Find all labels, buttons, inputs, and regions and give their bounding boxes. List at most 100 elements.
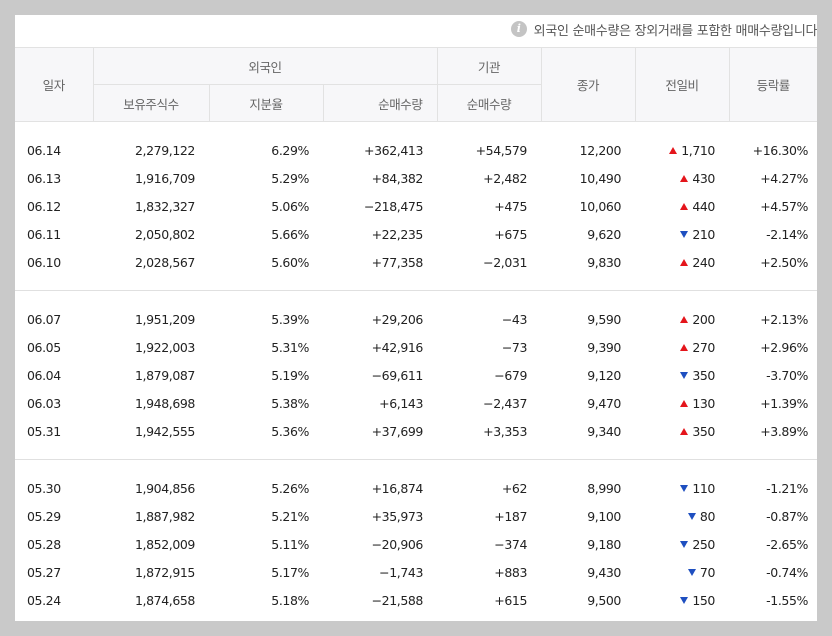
cell-date: 05.24: [27, 592, 61, 608]
cell-rate: -2.14%: [766, 226, 808, 242]
cell-inst-net: −2,031: [483, 254, 527, 270]
cell-close: 9,500: [587, 592, 621, 608]
table-row: 06.05 1,922,003 5.31% +42,916 −73 9,390 270 +2.…: [15, 333, 817, 361]
cell-close: 9,430: [587, 564, 621, 580]
cell-close: 8,990: [587, 480, 621, 496]
cell-close: 9,340: [587, 423, 621, 439]
table-row: 06.12 1,832,327 5.06% −218,475 +475 10,060 440…: [15, 192, 817, 220]
cell-foreign-net: +362,413: [364, 142, 423, 158]
cell-close: 9,830: [587, 254, 621, 270]
cell-ratio: 5.17%: [271, 564, 309, 580]
header-change: 전일비: [634, 47, 729, 122]
cell-foreign-net: −1,743: [379, 564, 423, 580]
cell-close: 12,200: [579, 142, 622, 158]
change-value: 110: [692, 480, 715, 496]
cell-foreign-net: −218,475: [364, 198, 423, 214]
cell-date: 06.04: [27, 367, 61, 383]
cell-close: 9,470: [587, 395, 621, 411]
header-close: 종가: [540, 47, 635, 122]
triangle-down-icon: [680, 230, 689, 238]
cell-rate: -3.70%: [766, 367, 808, 383]
header-foreign: 외국인: [92, 47, 437, 85]
cell-holdings: 1,872,915: [134, 564, 195, 580]
cell-ratio: 5.29%: [271, 170, 309, 186]
table-row: 05.31 1,942,555 5.36% +37,699 +3,353 9,340 350…: [15, 417, 817, 445]
triangle-up-icon: [680, 202, 689, 210]
cell-inst-net: −43: [501, 311, 528, 327]
info-icon: i: [510, 21, 527, 37]
cell-date: 05.28: [27, 536, 61, 552]
cell-holdings: 1,904,856: [134, 480, 195, 496]
cell-change: 70: [635, 558, 729, 586]
cell-close: 9,120: [587, 367, 621, 383]
cell-close: 9,590: [587, 311, 621, 327]
cell-rate: +16.30%: [752, 142, 809, 158]
cell-inst-net: +2,482: [483, 170, 527, 186]
notice-bar: i 외국인 순매수량은 장외거래를 포함한 매매수량입니다.: [510, 18, 817, 40]
cell-holdings: 1,874,658: [134, 592, 195, 608]
cell-ratio: 5.26%: [271, 480, 309, 496]
triangle-up-icon: [669, 146, 678, 154]
table-row: 06.11 2,050,802 5.66% +22,235 +675 9,620 210 -2…: [15, 220, 817, 248]
cell-inst-net: +475: [494, 198, 527, 214]
table-row: 06.07 1,951,209 5.39% +29,206 −43 9,590 200 +2.…: [15, 305, 817, 333]
cell-inst-net: +62: [501, 480, 528, 496]
cell-foreign-net: +77,358: [371, 254, 424, 270]
cell-date: 06.05: [27, 339, 61, 355]
cell-ratio: 5.11%: [271, 536, 309, 552]
cell-change: 250: [635, 530, 729, 558]
triangle-down-icon: [680, 484, 689, 492]
table-row: 05.30 1,904,856 5.26% +16,874 +62 8,990 110 -1.…: [15, 474, 817, 502]
table-row: 05.28 1,852,009 5.11% −20,906 −374 9,180 250 -2…: [15, 530, 817, 558]
change-value: 350: [692, 367, 715, 383]
change-value: 200: [692, 311, 715, 327]
cell-foreign-net: +35,973: [371, 508, 424, 524]
cell-holdings: 2,028,567: [134, 254, 195, 270]
cell-rate: -0.87%: [766, 508, 808, 524]
change-value: 150: [692, 592, 715, 608]
change-value: 130: [692, 395, 715, 411]
cell-rate: +2.50%: [760, 254, 808, 270]
triangle-down-icon: [680, 540, 689, 548]
cell-date: 06.13: [27, 170, 61, 186]
cell-ratio: 5.31%: [271, 339, 309, 355]
cell-inst-net: +3,353: [483, 423, 527, 439]
cell-ratio: 5.66%: [271, 226, 309, 242]
cell-holdings: 2,050,802: [134, 226, 195, 242]
cell-change: 210: [635, 220, 729, 248]
cell-rate: +1.39%: [760, 395, 808, 411]
cell-change: 200: [635, 305, 729, 333]
cell-ratio: 5.38%: [271, 395, 309, 411]
change-value: 270: [692, 339, 715, 355]
cell-ratio: 5.06%: [271, 198, 309, 214]
header-holdings: 보유주식수: [92, 84, 209, 122]
cell-change: 80: [635, 502, 729, 530]
cell-holdings: 1,879,087: [134, 367, 195, 383]
cell-close: 10,490: [579, 170, 622, 186]
table-row: 06.14 2,279,122 6.29% +362,413 +54,579 12,200…: [15, 136, 817, 164]
cell-foreign-net: +37,699: [371, 423, 424, 439]
cell-rate: +3.89%: [760, 423, 808, 439]
group-divider: [15, 445, 817, 460]
cell-change: 240: [635, 248, 729, 276]
cell-date: 06.07: [27, 311, 61, 327]
trading-table: 일자 외국인 기관 종가 전일비 등락률 보유주식수 지분율 순매수량 순매수량…: [15, 47, 817, 614]
cell-date: 06.10: [27, 254, 61, 270]
triangle-down-icon: [680, 371, 689, 379]
cell-ratio: 5.19%: [271, 367, 309, 383]
cell-rate: +4.27%: [760, 170, 808, 186]
cell-holdings: 1,916,709: [134, 170, 195, 186]
cell-foreign-net: +22,235: [371, 226, 424, 242]
cell-ratio: 5.18%: [271, 592, 309, 608]
cell-change: 430: [635, 164, 729, 192]
cell-inst-net: −73: [501, 339, 528, 355]
cell-rate: +4.57%: [760, 198, 808, 214]
triangle-down-icon: [680, 596, 689, 604]
cell-foreign-net: +29,206: [371, 311, 424, 327]
table-row: 05.27 1,872,915 5.17% −1,743 +883 9,430 70 -0.7…: [15, 558, 817, 586]
cell-date: 05.30: [27, 480, 61, 496]
cell-holdings: 1,852,009: [134, 536, 195, 552]
table-row: 06.13 1,916,709 5.29% +84,382 +2,482 10,490 43…: [15, 164, 817, 192]
triangle-down-icon: [687, 568, 696, 576]
cell-holdings: 1,948,698: [134, 395, 195, 411]
